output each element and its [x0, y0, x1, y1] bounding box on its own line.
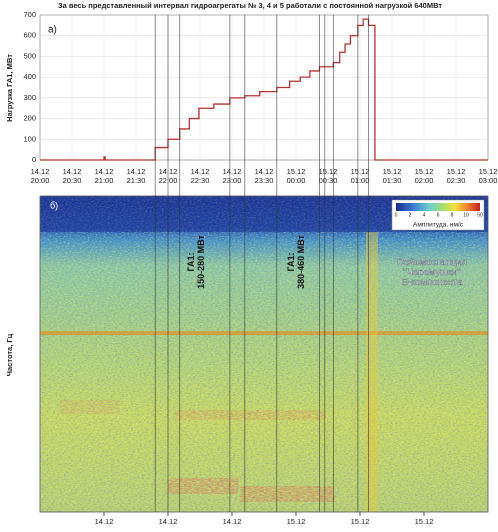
x-tick-line: 15.12 — [447, 167, 466, 176]
annotation: ГА1:150-280 МВт — [186, 235, 206, 289]
x-tick-label: 14.12 20:30 — [63, 167, 82, 185]
x-tick-line: 21:00 — [95, 176, 114, 185]
x-tick-label: 15.12 — [287, 517, 306, 526]
x-tick-line: 15.12 — [319, 167, 338, 176]
x-tick-label: 15.12 — [351, 517, 370, 526]
annotation-line: 150-280 МВт — [196, 235, 206, 289]
x-tick-line: 21:30 — [127, 176, 146, 185]
x-tick-label: 14.12 20:00 — [31, 167, 50, 185]
y-tick-label: 200 — [23, 114, 36, 123]
x-tick-line: 03:00 — [479, 176, 498, 185]
spectrogram-band — [175, 410, 325, 420]
spectrogram-band — [240, 486, 335, 502]
x-tick-label: 14.12 21:30 — [127, 167, 146, 185]
panel-label: а) — [48, 25, 57, 36]
annotation-line: "Черемушки" — [403, 267, 460, 278]
colorbar-tick-label: 50 — [477, 212, 483, 218]
colorbar-tick-label: 10 — [463, 212, 469, 218]
annotation-line: Е-компонента — [401, 277, 463, 288]
x-tick-label: 15.12 00:00 — [287, 167, 306, 185]
annotation-line: ГА1: — [286, 252, 296, 271]
colorbar-tick-label: 6 — [437, 212, 440, 218]
x-tick-line: 00:00 — [287, 176, 306, 185]
x-tick-line: 02:00 — [415, 176, 434, 185]
spectrogram-frame — [39, 195, 489, 513]
x-tick-label: 14.12 23:30 — [255, 167, 274, 185]
spectrogram-image — [40, 196, 488, 512]
colorbar-tick-label: 4 — [423, 212, 426, 218]
x-tick-line: 23:30 — [255, 176, 274, 185]
x-tick-label: 15.12 02:00 — [415, 167, 434, 185]
y-axis-label: Нагрузка ГА1, МВт — [5, 54, 14, 122]
spectrogram-band — [40, 331, 488, 335]
x-tick-line: 15.12 — [415, 167, 434, 176]
x-tick-line: 15.12 — [287, 167, 306, 176]
x-tick-label: 14.12 23:00 — [223, 167, 242, 185]
colorbar-label: Амплитуда, нм/с — [413, 222, 464, 229]
colorbar-tick-label: 0 — [395, 212, 398, 218]
x-tick-label: 14.12 — [223, 517, 242, 526]
annotation-line: Сейсмостанция — [397, 257, 466, 268]
x-tick-label: 15.12 — [415, 517, 434, 526]
y-axis-label: Частота, Гц — [5, 333, 14, 376]
y-tick-label: 700 — [23, 10, 36, 19]
spectrogram-band — [168, 478, 238, 494]
x-tick-line: 22:30 — [191, 176, 210, 185]
x-tick-label: 14.12 21:00 — [95, 167, 114, 185]
y-tick-label: 100 — [23, 134, 36, 143]
spectrogram-band — [366, 232, 378, 512]
annotation: ГА1:380-460 МВт — [286, 235, 306, 289]
x-tick-line: 14.12 — [191, 167, 210, 176]
colorbar-tick-label: 8 — [451, 212, 454, 218]
chart-title: За весь представленный интервал гидроагр… — [58, 1, 443, 10]
x-tick-label: 14.12 22:30 — [191, 167, 210, 185]
spectrogram-band — [60, 400, 120, 414]
x-tick-line: 02:30 — [447, 176, 466, 185]
x-tick-line: 01:30 — [383, 176, 402, 185]
x-tick-line: 01:00 — [351, 176, 370, 185]
x-tick-label: 15.12 00:30 — [319, 167, 338, 185]
x-tick-label: 15.12 03:00 — [479, 167, 498, 185]
y-tick-label: 300 — [23, 93, 36, 102]
x-tick-line: 14.12 — [223, 167, 242, 176]
annotation: Сейсмостанция "Черемушки" Е-компонента — [397, 257, 466, 288]
x-tick-line: 20:00 — [31, 176, 50, 185]
x-tick-line: 14.12 — [127, 167, 146, 176]
x-tick-line: 14.12 — [31, 167, 50, 176]
x-tick-label: 15.12 01:00 — [351, 167, 370, 185]
x-tick-line: 14.12 — [63, 167, 82, 176]
x-tick-line: 15.12 — [351, 167, 370, 176]
x-tick-label: 15.12 01:30 — [383, 167, 402, 185]
x-tick-line: 15.12 — [479, 167, 498, 176]
annotation-line: 380-460 МВт — [296, 235, 306, 289]
y-tick-label: 400 — [23, 72, 36, 81]
x-tick-line: 15.12 — [383, 167, 402, 176]
x-tick-label: 14.12 — [159, 517, 178, 526]
y-tick-label: 500 — [23, 51, 36, 60]
x-tick-line: 20:30 — [63, 176, 82, 185]
plot-frame — [39, 14, 489, 161]
spectrogram-noise — [40, 196, 488, 512]
x-tick-line: 23:00 — [223, 176, 242, 185]
y-tick-label: 600 — [23, 31, 36, 40]
colorbar — [396, 203, 480, 211]
x-tick-line: 14.12 — [255, 167, 274, 176]
annotation-line: ГА1: — [186, 252, 196, 271]
y-tick-label: 0 — [32, 155, 36, 164]
x-tick-label: 14.12 — [95, 517, 114, 526]
x-tick-line: 14.12 — [95, 167, 114, 176]
x-tick-label: 15.12 02:30 — [447, 167, 466, 185]
x-tick-line: 00:30 — [319, 176, 338, 185]
panel-label: б) — [50, 200, 58, 210]
colorbar-tick-label: 2 — [409, 212, 412, 218]
